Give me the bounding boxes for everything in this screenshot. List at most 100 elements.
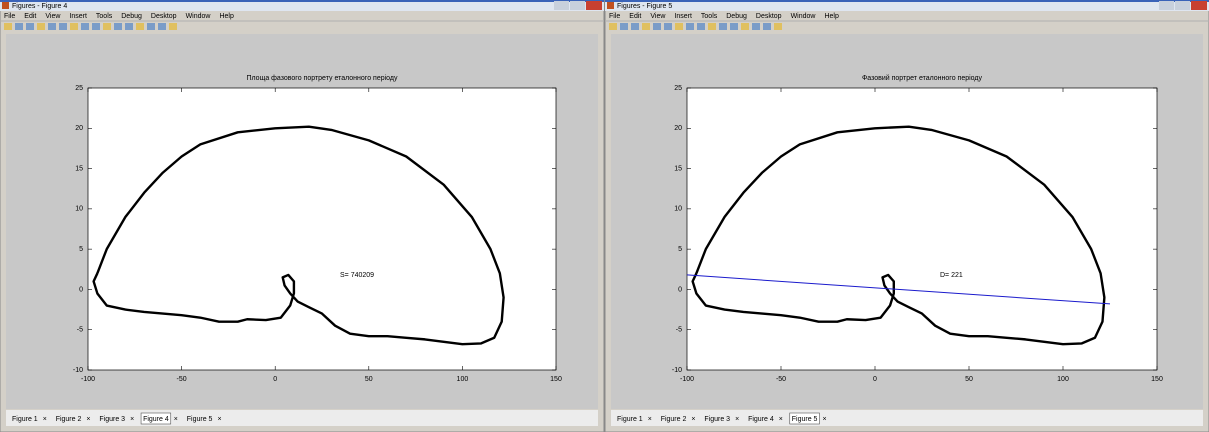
menu-item[interactable]: File (609, 13, 620, 20)
menu-item[interactable]: Desktop (151, 13, 177, 20)
tab-close[interactable]: × (174, 416, 178, 423)
tab[interactable]: Figure 1 (12, 416, 38, 423)
menu-item[interactable]: Edit (24, 13, 36, 20)
min-button[interactable] (554, 1, 569, 10)
tab-close[interactable]: × (217, 416, 221, 423)
toolbar-button[interactable] (136, 23, 144, 30)
toolbar-button[interactable] (48, 23, 56, 30)
max-button[interactable] (570, 1, 585, 10)
toolbar-button[interactable] (686, 23, 694, 30)
close-button[interactable] (1191, 1, 1207, 10)
toolbar-button[interactable] (114, 23, 122, 30)
menu-item[interactable]: Window (791, 13, 817, 20)
toolbar-button[interactable] (103, 23, 111, 30)
tab-close[interactable]: × (130, 416, 134, 423)
x-tick-label: 0 (273, 376, 277, 383)
x-tick-label: -100 (81, 376, 95, 383)
tab-close[interactable]: × (86, 416, 90, 423)
toolbar-button[interactable] (81, 23, 89, 30)
toolbar-button[interactable] (730, 23, 738, 30)
tab[interactable]: Figure 5 (187, 416, 213, 423)
toolbar-button[interactable] (708, 23, 716, 30)
toolbar-button[interactable] (15, 23, 23, 30)
y-tick-label: 15 (674, 165, 682, 172)
min-button[interactable] (1159, 1, 1174, 10)
toolbar-button[interactable] (664, 23, 672, 30)
x-tick-label: 50 (365, 376, 373, 383)
tab[interactable]: Figure 4 (143, 416, 169, 423)
y-tick-label: -5 (77, 327, 83, 334)
max-button[interactable] (1175, 1, 1190, 10)
menu-item[interactable]: Tools (701, 13, 718, 20)
toolbar-button[interactable] (4, 23, 12, 30)
toolbar-button[interactable] (26, 23, 34, 30)
x-tick-label: -100 (680, 376, 694, 383)
axes (88, 88, 556, 370)
title-bar-accent (0, 0, 604, 2)
y-tick-label: 5 (79, 246, 83, 253)
y-tick-label: -5 (676, 327, 682, 334)
app-icon (607, 2, 614, 9)
toolbar-button[interactable] (763, 23, 771, 30)
toolbar-button[interactable] (620, 23, 628, 30)
tab-strip (611, 410, 1203, 426)
toolbar-button[interactable] (631, 23, 639, 30)
tab[interactable]: Figure 2 (56, 416, 82, 423)
menu-item[interactable]: Help (219, 13, 234, 20)
tab-close[interactable]: × (779, 416, 783, 423)
tab-close[interactable]: × (648, 416, 652, 423)
menu-item[interactable]: Debug (121, 13, 142, 20)
menu-item[interactable]: Insert (69, 13, 87, 20)
toolbar-button[interactable] (92, 23, 100, 30)
tab-close[interactable]: × (822, 416, 826, 423)
tab-close[interactable]: × (691, 416, 695, 423)
menu-item[interactable]: Edit (629, 13, 641, 20)
menu-item[interactable]: View (45, 13, 61, 20)
tab-close[interactable]: × (43, 416, 47, 423)
toolbar-button[interactable] (741, 23, 749, 30)
y-tick-label: -10 (73, 367, 83, 374)
menu-item[interactable]: Help (824, 13, 839, 20)
toolbar-button[interactable] (59, 23, 67, 30)
y-tick-label: 10 (75, 206, 83, 213)
toolbar-button[interactable] (609, 23, 617, 30)
toolbar-button[interactable] (169, 23, 177, 30)
y-tick-label: 0 (79, 286, 83, 293)
tab[interactable]: Figure 3 (99, 416, 125, 423)
toolbar-button[interactable] (774, 23, 782, 30)
toolbar-button[interactable] (675, 23, 683, 30)
tab[interactable]: Figure 2 (661, 416, 687, 423)
axes (687, 88, 1157, 370)
menu-item[interactable]: Insert (674, 13, 692, 20)
y-tick-label: 25 (674, 85, 682, 92)
toolbar-button[interactable] (719, 23, 727, 30)
tab[interactable]: Figure 4 (748, 416, 774, 423)
toolbar-button[interactable] (642, 23, 650, 30)
toolbar-button[interactable] (752, 23, 760, 30)
tab[interactable]: Figure 1 (617, 416, 643, 423)
toolbar-button[interactable] (653, 23, 661, 30)
tab[interactable]: Figure 5 (792, 416, 818, 423)
menu-item[interactable]: Window (186, 13, 212, 20)
x-tick-label: 150 (1151, 376, 1163, 383)
tab-close[interactable]: × (735, 416, 739, 423)
toolbar-button[interactable] (37, 23, 45, 30)
toolbar-button[interactable] (147, 23, 155, 30)
x-tick-label: 50 (965, 376, 973, 383)
menu-item[interactable]: View (650, 13, 666, 20)
x-tick-label: -50 (177, 376, 187, 383)
toolbar-button[interactable] (125, 23, 133, 30)
close-button[interactable] (586, 1, 602, 10)
menu-item[interactable]: Debug (726, 13, 747, 20)
tab[interactable]: Figure 3 (704, 416, 730, 423)
y-tick-label: 10 (674, 206, 682, 213)
toolbar-button[interactable] (158, 23, 166, 30)
toolbar-button[interactable] (697, 23, 705, 30)
tab-strip (6, 410, 598, 426)
menu-item[interactable]: Tools (96, 13, 113, 20)
toolbar-button[interactable] (70, 23, 78, 30)
chart-title: Площа фазового портрету еталонного періо… (246, 74, 398, 82)
menu-item[interactable]: Desktop (756, 13, 782, 20)
annotation: D= 221 (940, 272, 963, 279)
menu-item[interactable]: File (4, 13, 15, 20)
